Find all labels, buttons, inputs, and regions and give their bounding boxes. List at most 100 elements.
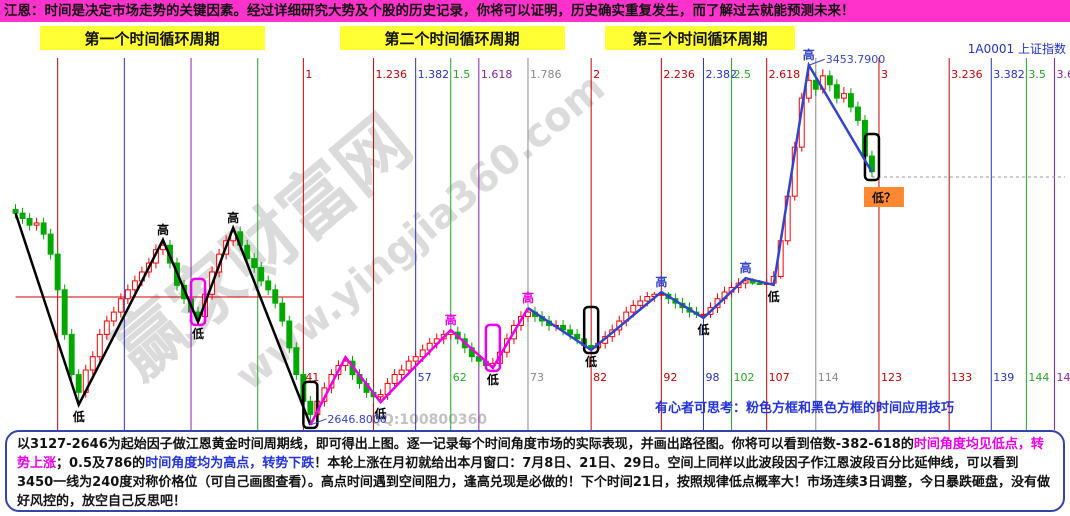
candle-body: [567, 329, 574, 335]
cycle-ratio-label: 2: [593, 68, 600, 81]
turn-label: 低: [696, 322, 709, 337]
cycle-day-label: 62: [453, 371, 467, 384]
candle-body: [68, 333, 75, 376]
summary-text: 时间角度均为高点，转势下跌: [145, 456, 315, 471]
cycle-day-label: 92: [663, 371, 677, 384]
cycle-day-label: 102: [734, 371, 755, 384]
cycle-day-label: 82: [593, 371, 607, 384]
candle-body: [110, 311, 117, 322]
candle-body: [405, 360, 412, 371]
turn-label: 高: [445, 312, 457, 327]
candle-body: [244, 244, 251, 260]
turn-label: 高: [655, 274, 667, 289]
price-label: 2646.8000: [327, 413, 387, 426]
cycle-ratio-label: 2.618: [769, 68, 801, 81]
note: 有心者可思考：粉色方框和黑色方框的时间应用技巧: [655, 400, 954, 416]
cycle-ratio-label: 1.236: [376, 68, 408, 81]
candle-body: [75, 374, 82, 393]
candle-body: [258, 267, 265, 282]
candle-body: [412, 356, 419, 362]
candle-body: [756, 282, 763, 285]
cycle-ratio-label: 1.786: [530, 68, 562, 81]
candle-body: [96, 333, 103, 358]
cycle-day-label: 57: [418, 371, 432, 384]
turn-label: 低: [767, 289, 780, 304]
candle-body: [12, 209, 19, 214]
candle-body: [26, 217, 33, 226]
candle-body: [286, 320, 293, 349]
question-box: [863, 187, 904, 208]
cycle-day-label: 123: [881, 371, 902, 384]
candle-body: [391, 374, 398, 384]
cycle-ratio-label: 3.236: [951, 68, 983, 81]
cycle-day-label: 114: [818, 371, 839, 384]
candle-body: [630, 304, 637, 313]
candle-body: [307, 400, 314, 416]
candle-body: [40, 222, 47, 235]
cycle-title-box: [605, 26, 795, 50]
cycle-day-label: 148: [1056, 371, 1070, 384]
candle-body: [19, 212, 26, 219]
turn-label: 低: [486, 372, 499, 387]
turn-label: 高: [157, 222, 169, 237]
candle-body: [826, 75, 833, 86]
summary: 以3127-2646为起始因子做江恩黄金时间周期线，即可得出上图。逐一记录每个时…: [5, 430, 1065, 512]
summary-text: ；0.5及786的: [56, 456, 146, 471]
candle-body: [279, 302, 286, 322]
candle-body: [377, 394, 384, 398]
cycle-ratio-label: 3.618: [1056, 68, 1070, 81]
turn-label: 低: [191, 326, 204, 341]
cycle-title: 第三个时间循环周期: [632, 30, 767, 48]
cycle-ratio-label: 2.5: [734, 68, 752, 81]
symbol: 1A0001 上证指数: [968, 41, 1066, 56]
price-pointer: [808, 58, 825, 66]
cycle-ratio-label: 1.618: [481, 68, 513, 81]
cycle-ratio-label: 1.382: [418, 68, 450, 81]
candle-body: [293, 347, 300, 376]
path-line: [14, 212, 312, 426]
turn-label: 低: [374, 406, 387, 421]
time-box: [484, 323, 502, 373]
candle-body: [117, 298, 124, 313]
summary-text: 时间角度均见低点，转势上涨: [17, 437, 1044, 471]
turn-label: 高: [227, 210, 239, 225]
cycle-ratio-label: 3.382: [993, 68, 1025, 81]
cycle-ratio-label: 1: [305, 68, 312, 81]
cycle-ratio-label: 3: [881, 68, 888, 81]
candle-body: [840, 93, 847, 99]
cycle-title-box: [340, 26, 565, 50]
summary-text: 以3127-2646为起始因子做江恩黄金时间周期线，即可得出上图。逐一记录每个时…: [17, 437, 914, 452]
candle-body: [644, 295, 651, 302]
cycle-title: 第二个时间循环周期: [384, 30, 519, 48]
cycle-day-label: 144: [1028, 371, 1049, 384]
candle-body: [265, 280, 272, 291]
candle-body: [637, 300, 644, 306]
turn-label: 高: [803, 47, 815, 62]
cycle-ratio-label: 3.5: [1028, 68, 1046, 81]
price-label: 3453.7900: [826, 53, 886, 66]
candle-body: [419, 349, 426, 358]
candle-body: [574, 333, 581, 340]
turn-label: 低: [303, 429, 316, 430]
candle-body: [103, 320, 110, 335]
cycle-title-box: [40, 26, 265, 50]
price-pointer: [310, 418, 327, 426]
banner: 江恩：时间是决定市场走势的关键因素。经过详细研究大势及个股的历史记录，你将可以证…: [0, 0, 1070, 22]
cycle-day-label: 133: [951, 371, 972, 384]
candle-body: [398, 369, 405, 376]
candle-body: [272, 289, 279, 304]
path-line: [309, 307, 530, 426]
turn-label: 低: [584, 354, 597, 369]
candle-body: [854, 106, 861, 121]
candle-body: [131, 280, 138, 291]
turn-label: 高: [522, 290, 534, 305]
cycle-ratio-label: 1.5: [453, 68, 471, 81]
candle-body: [812, 79, 819, 90]
cycle-title: 第一个时间循环周期: [84, 30, 219, 48]
candle-body: [61, 289, 68, 335]
cycle-ratio-label: 2.236: [663, 68, 695, 81]
candle-body: [847, 93, 854, 108]
candle-body: [47, 233, 54, 255]
